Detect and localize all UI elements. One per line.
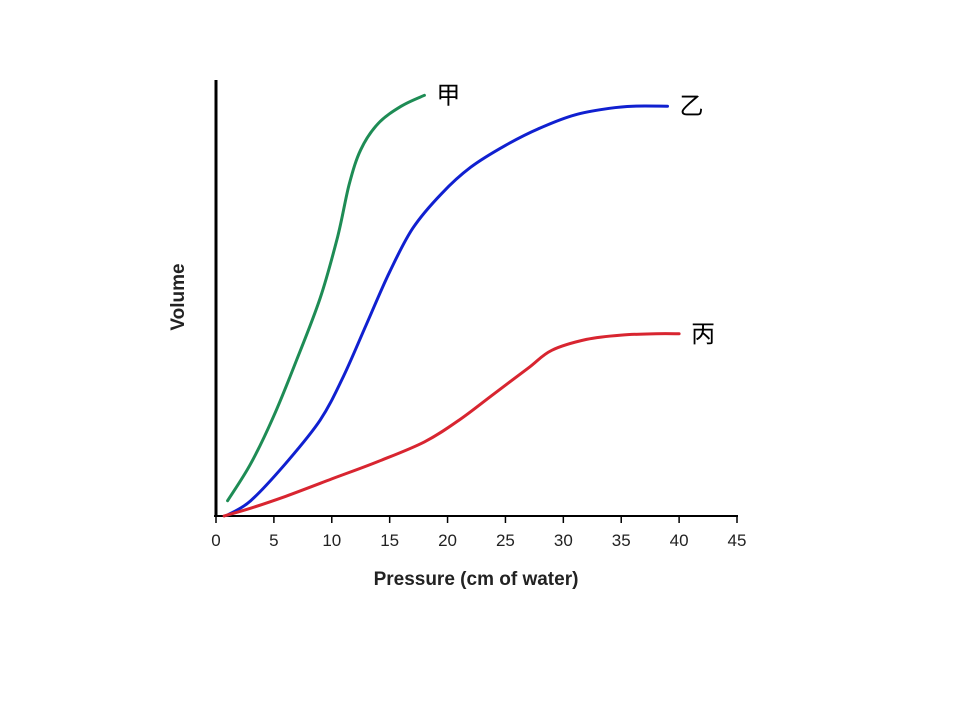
y-axis-title: Volume (168, 263, 189, 330)
x-tick-label: 25 (496, 531, 515, 550)
x-tick-label: 30 (554, 531, 573, 550)
x-tick-label: 15 (380, 531, 399, 550)
series-label-3: 丙 (691, 320, 715, 348)
x-axis-title: Pressure (cm of water) (374, 569, 579, 590)
x-tick-label: 20 (438, 531, 457, 550)
x-tick-label: 35 (612, 531, 631, 550)
x-tick-label: 0 (211, 531, 220, 550)
x-tick-label: 40 (670, 531, 689, 550)
x-tick-label: 5 (269, 531, 278, 550)
x-tick-label: 10 (322, 531, 341, 550)
x-ticks: 0 5 10 15 20 25 30 35 40 45 (211, 516, 746, 550)
series-line-2 (226, 104, 669, 517)
series-line-3 (222, 332, 681, 518)
series-line-1 (226, 93, 426, 503)
x-tick-label: 45 (728, 531, 747, 550)
series-label-2: 乙 (680, 92, 704, 120)
series-label-1: 甲 (436, 81, 460, 109)
axes (214, 80, 738, 517)
series-group: 甲 乙丙 (222, 81, 715, 518)
